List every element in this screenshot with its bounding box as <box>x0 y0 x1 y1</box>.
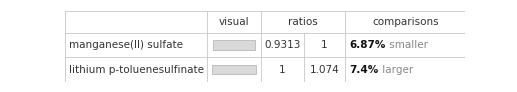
Text: 1.074: 1.074 <box>310 64 339 75</box>
Text: manganese(II) sulfate: manganese(II) sulfate <box>69 40 183 50</box>
Text: smaller: smaller <box>386 40 428 50</box>
Text: lithium p-toluenesulfinate: lithium p-toluenesulfinate <box>69 64 204 75</box>
Text: 6.87%: 6.87% <box>349 40 386 50</box>
Bar <box>212 65 256 74</box>
Text: 0.9313: 0.9313 <box>264 40 300 50</box>
Text: ratios: ratios <box>288 17 318 27</box>
Text: 1: 1 <box>279 64 286 75</box>
Text: visual: visual <box>219 17 249 27</box>
Bar <box>213 40 254 50</box>
Text: comparisons: comparisons <box>372 17 438 27</box>
Text: larger: larger <box>379 64 413 75</box>
Text: 1: 1 <box>321 40 328 50</box>
Text: 7.4%: 7.4% <box>349 64 379 75</box>
